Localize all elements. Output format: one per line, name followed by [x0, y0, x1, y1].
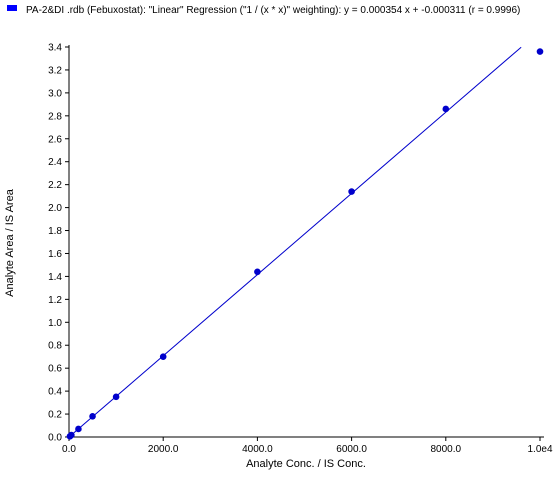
y-tick-label: 0.4	[48, 387, 62, 398]
x-tick-label: 4000.0	[242, 444, 273, 455]
x-tick-label: 8000.0	[431, 444, 462, 455]
y-tick-label: 0.8	[48, 341, 62, 352]
legend-entry: PA-2&DI .rdb (Febuxostat): "Linear" Regr…	[26, 5, 520, 16]
y-tick-label: 2.4	[48, 157, 62, 168]
regression-line	[68, 46, 522, 438]
y-tick-label: 3.2	[48, 65, 62, 76]
x-tick-label: 2000.0	[148, 444, 179, 455]
axes	[68, 45, 544, 438]
x-axis-ticks: 0.0 2000.0 4000.0 6000.0 8000.0 1.0e4	[62, 437, 553, 455]
data-point	[112, 393, 120, 401]
y-tick-label: 0.0	[48, 433, 62, 444]
y-tick-label: 2.2	[48, 180, 62, 191]
y-tick-label: 2.6	[48, 134, 62, 145]
series	[66, 46, 544, 440]
y-tick-label: 3.0	[48, 88, 62, 99]
x-axis-label: Analyte Conc. / IS Conc.	[246, 458, 366, 470]
y-axis-ticks: 0.0 0.2 0.4 0.6 0.8 1.0 1.2 1.4 1.6 1.8 2.0 2.2 2.4 2…	[48, 43, 69, 444]
y-tick-label: 2.0	[48, 203, 62, 214]
x-tick-label: 1.0e4	[527, 444, 552, 455]
data-point	[68, 431, 75, 439]
data-point	[159, 353, 167, 361]
x-tick-label: 0.0	[62, 444, 76, 455]
data-point	[89, 413, 96, 420]
y-tick-label: 2.8	[48, 111, 62, 122]
y-tick-label: 0.2	[48, 410, 62, 421]
legend-swatch	[7, 5, 17, 11]
data-point	[75, 425, 82, 433]
y-tick-label: 1.2	[48, 295, 62, 306]
y-tick-label: 1.0	[48, 318, 62, 329]
data-point	[254, 268, 261, 276]
y-tick-label: 1.4	[48, 272, 62, 283]
data-point	[442, 105, 450, 113]
legend: PA-2&DI .rdb (Febuxostat): "Linear" Regr…	[7, 5, 520, 16]
y-axis-label: Analyte Area / IS Area	[4, 188, 16, 297]
y-tick-label: 1.6	[48, 249, 62, 260]
y-tick-label: 3.4	[48, 43, 62, 54]
data-point	[348, 188, 355, 195]
y-tick-label: 1.8	[48, 226, 62, 237]
data-point	[536, 48, 544, 55]
x-tick-label: 6000.0	[336, 444, 367, 455]
y-tick-label: 0.6	[48, 364, 62, 375]
